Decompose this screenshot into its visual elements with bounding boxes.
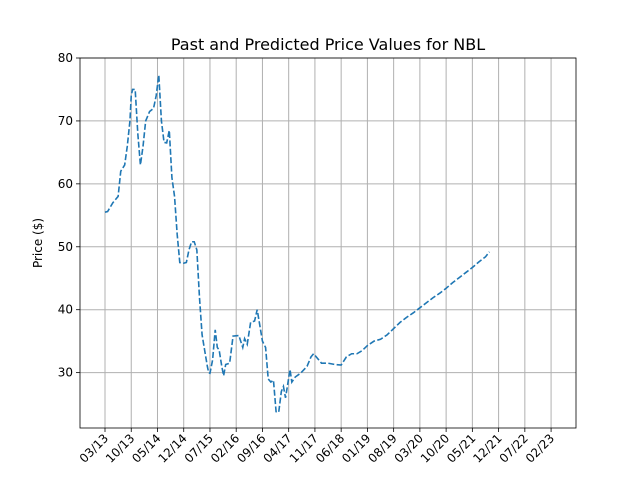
price-series-line: [104, 74, 491, 414]
x-tick-label: 02/16: [208, 431, 242, 465]
y-tick-label: 60: [58, 177, 73, 191]
x-tick-label: 10/20: [418, 431, 452, 465]
x-tick-label: 09/16: [234, 431, 268, 465]
x-tick-label: 04/17: [260, 431, 294, 465]
plot-frame: [79, 57, 577, 429]
chart-title: Past and Predicted Price Values for NBL: [171, 35, 485, 54]
x-tick-label: 03/13: [77, 431, 111, 465]
series-layer: [104, 74, 491, 414]
x-tick-label: 08/19: [365, 431, 399, 465]
y-tick-label: 70: [58, 114, 73, 128]
x-tick-label: 12/14: [155, 431, 189, 465]
x-tick-label: 12/21: [470, 431, 504, 465]
y-axis-label: Price ($): [31, 218, 45, 268]
grid: [80, 57, 576, 428]
x-tick-label: 05/21: [444, 431, 478, 465]
x-tick-label: 10/13: [103, 431, 137, 465]
y-axis: 30 40 50 60 70 80: [58, 51, 80, 380]
x-tick-label: 07/15: [182, 431, 216, 465]
y-tick-label: 30: [58, 366, 73, 380]
x-tick-label: 01/19: [339, 431, 373, 465]
x-tick-label: 06/18: [313, 431, 347, 465]
x-tick-label: 03/20: [392, 431, 426, 465]
y-tick-label: 40: [58, 303, 73, 317]
y-tick-label: 80: [58, 51, 73, 65]
x-axis: 03/1310/1305/1412/1407/1502/1609/1604/17…: [77, 428, 557, 466]
y-tick-label: 50: [58, 240, 73, 254]
x-tick-label: 05/14: [129, 431, 163, 465]
x-tick-label: 07/22: [497, 431, 531, 465]
x-tick-label: 11/17: [287, 431, 321, 465]
x-tick-label: 02/23: [523, 431, 557, 465]
